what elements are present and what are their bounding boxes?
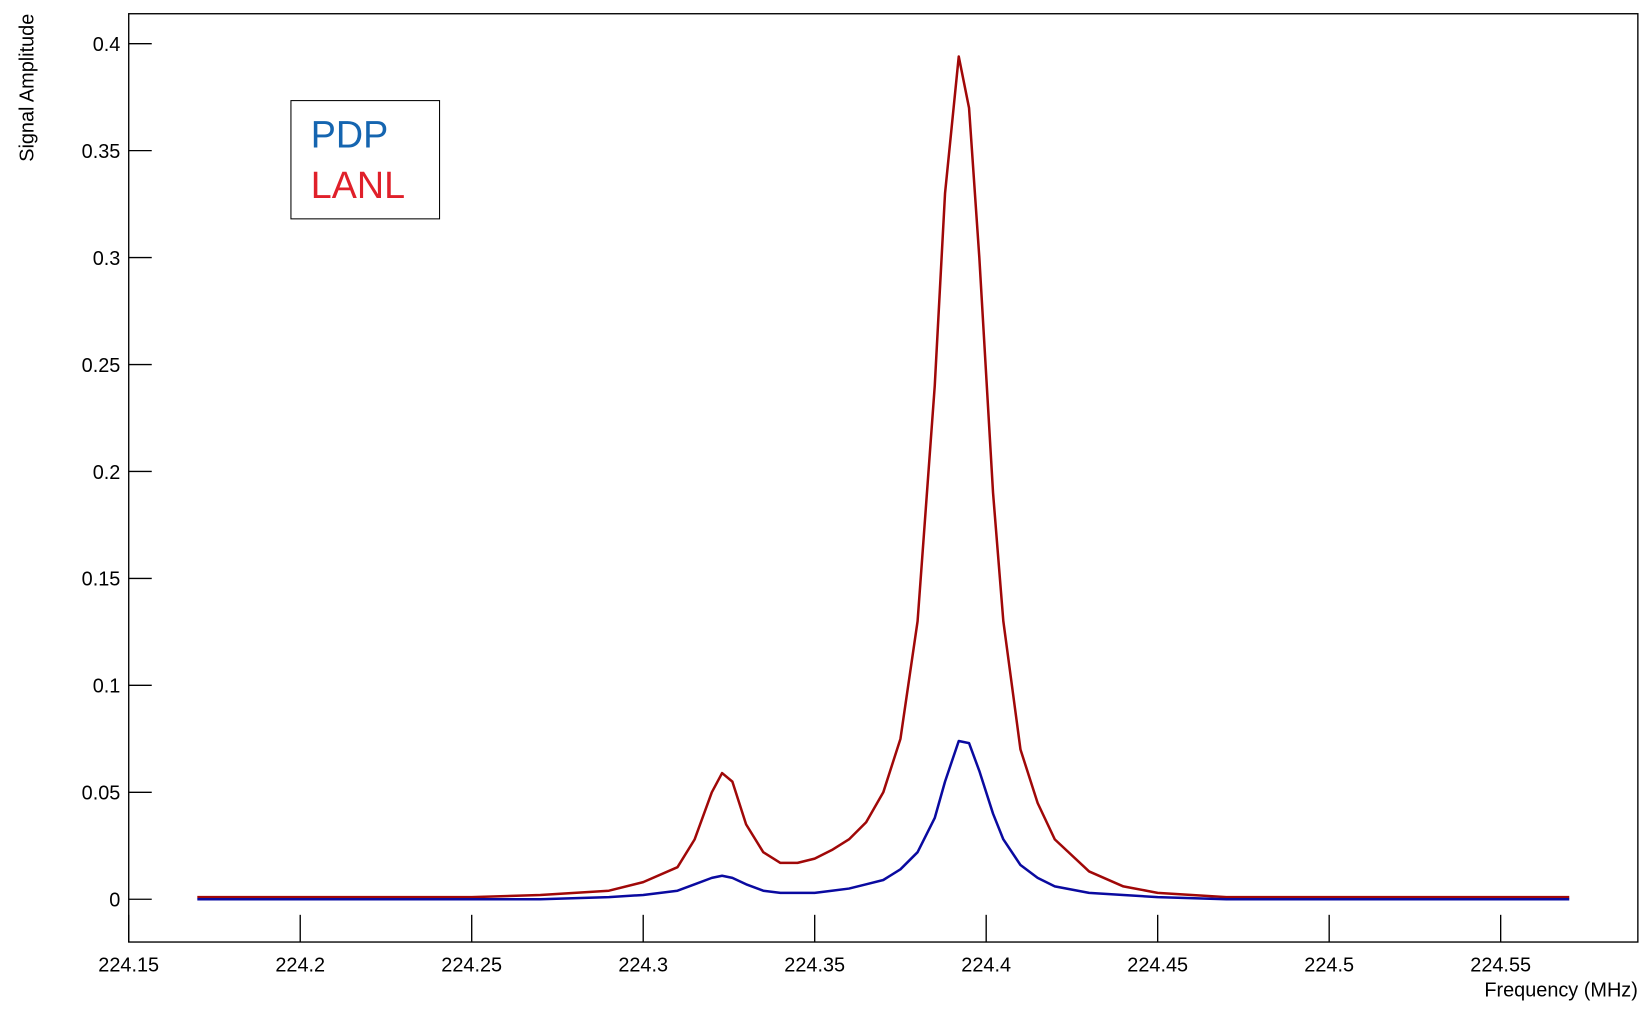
y-tick-label: 0.1 — [93, 676, 121, 698]
x-axis-label: Frequency (MHz) — [1484, 979, 1638, 1001]
plot-frame — [128, 13, 1639, 943]
x-tick-label: 224.3 — [618, 954, 668, 976]
series-line — [197, 55, 1570, 899]
x-tick-label: 224.2 — [275, 954, 325, 976]
y-tick-label: 0 — [109, 890, 120, 912]
legend-label: PDP — [311, 114, 388, 156]
x-tick-label: 224.25 — [441, 954, 502, 976]
series-line — [197, 739, 1570, 901]
x-tick-label: 224.45 — [1127, 954, 1188, 976]
y-tick-label: 0.35 — [82, 141, 121, 163]
y-tick-label: 0.15 — [82, 569, 121, 591]
legend-box — [290, 100, 441, 220]
y-tick-label: 0.2 — [93, 462, 121, 484]
x-tick-label: 224.5 — [1304, 954, 1354, 976]
y-axis-label: Signal Amplitude — [16, 14, 38, 162]
legend-label: LANL — [311, 164, 405, 206]
x-tick-label: 224.15 — [98, 954, 159, 976]
y-tick-label: 0.05 — [82, 783, 121, 805]
y-tick-label: 0.4 — [93, 34, 121, 56]
x-tick-label: 224.35 — [784, 954, 845, 976]
y-tick-label: 0.25 — [82, 355, 121, 377]
x-tick-label: 224.4 — [961, 954, 1011, 976]
y-tick-label: 0.3 — [93, 248, 121, 270]
x-tick-label: 224.55 — [1470, 954, 1531, 976]
